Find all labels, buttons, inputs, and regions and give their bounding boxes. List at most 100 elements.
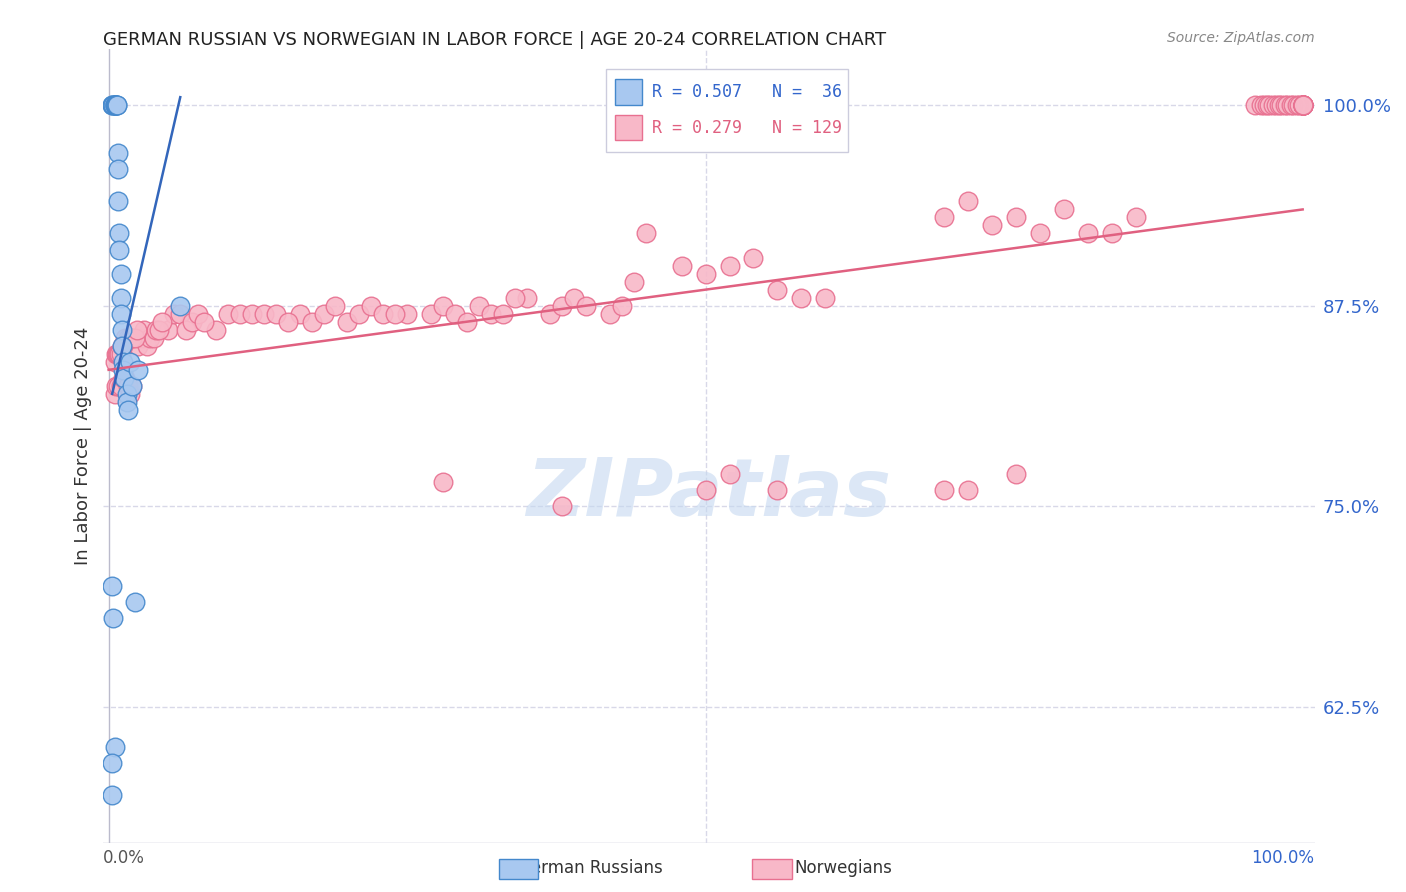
Point — [107, 162, 129, 177]
Point — [181, 315, 204, 329]
Point — [610, 299, 633, 313]
Point — [575, 299, 598, 313]
Point — [115, 387, 138, 401]
Point — [120, 387, 142, 401]
Point — [103, 387, 125, 401]
Point — [814, 291, 837, 305]
Point — [623, 275, 645, 289]
Point — [117, 331, 139, 345]
Point — [111, 339, 134, 353]
Point — [277, 315, 299, 329]
Point — [103, 98, 125, 112]
Point — [671, 259, 693, 273]
Point — [111, 339, 134, 353]
Point — [103, 98, 125, 112]
Point — [169, 307, 191, 321]
Point — [217, 307, 239, 321]
Point — [934, 483, 956, 497]
Point — [384, 307, 406, 321]
Point — [143, 331, 166, 345]
Point — [107, 379, 129, 393]
Point — [108, 347, 131, 361]
Y-axis label: In Labor Force | Age 20-24: In Labor Force | Age 20-24 — [73, 326, 91, 566]
Point — [551, 299, 574, 313]
Point — [1244, 98, 1267, 112]
Point — [790, 291, 813, 305]
Point — [135, 339, 157, 353]
Point — [139, 331, 162, 345]
Point — [101, 98, 124, 112]
Point — [551, 499, 574, 513]
Point — [111, 323, 134, 337]
Point — [492, 307, 515, 321]
Point — [157, 323, 180, 337]
Text: 0.0%: 0.0% — [103, 849, 145, 867]
Point — [634, 227, 657, 241]
Point — [503, 291, 526, 305]
Point — [718, 259, 741, 273]
Point — [456, 315, 478, 329]
Point — [174, 323, 197, 337]
Point — [121, 331, 143, 345]
Point — [1077, 227, 1099, 241]
Point — [110, 307, 132, 321]
Point — [373, 307, 395, 321]
Point — [120, 355, 142, 369]
Point — [1279, 98, 1302, 112]
Point — [127, 323, 149, 337]
Point — [1292, 98, 1315, 112]
Point — [104, 98, 127, 112]
Point — [1292, 98, 1315, 112]
Point — [1125, 211, 1147, 225]
Point — [981, 219, 1004, 233]
Point — [301, 315, 323, 329]
Point — [124, 595, 146, 609]
Point — [562, 291, 585, 305]
Point — [1256, 98, 1278, 112]
Point — [121, 379, 143, 393]
Point — [1258, 98, 1281, 112]
Point — [1250, 98, 1272, 112]
Point — [131, 331, 153, 345]
Point — [105, 347, 128, 361]
Point — [1270, 98, 1292, 112]
Point — [468, 299, 491, 313]
Point — [108, 227, 131, 241]
Point — [127, 339, 149, 353]
Point — [1005, 211, 1028, 225]
Point — [1265, 98, 1288, 112]
Point — [1261, 98, 1284, 112]
Point — [253, 307, 276, 321]
Point — [1292, 98, 1315, 112]
Point — [111, 355, 134, 369]
Point — [115, 395, 138, 409]
Point — [1285, 98, 1308, 112]
Point — [718, 467, 741, 481]
Text: 100.0%: 100.0% — [1251, 849, 1315, 867]
Point — [103, 355, 125, 369]
Point — [121, 379, 143, 393]
Point — [1253, 98, 1275, 112]
Point — [105, 98, 128, 112]
Point — [112, 371, 135, 385]
Point — [766, 283, 789, 297]
FancyBboxPatch shape — [616, 115, 643, 140]
Point — [1292, 98, 1315, 112]
Point — [187, 307, 209, 321]
Point — [1275, 98, 1298, 112]
Point — [1288, 98, 1310, 112]
Point — [169, 299, 191, 313]
Point — [538, 307, 561, 321]
Point — [1292, 98, 1315, 112]
Point — [396, 307, 419, 321]
Point — [1292, 98, 1315, 112]
Point — [479, 307, 502, 321]
Point — [1029, 227, 1052, 241]
Point — [110, 379, 132, 393]
Point — [1292, 98, 1315, 112]
Point — [432, 475, 454, 489]
Point — [349, 307, 371, 321]
Point — [1292, 98, 1315, 112]
Point — [444, 307, 467, 321]
Point — [957, 194, 980, 209]
